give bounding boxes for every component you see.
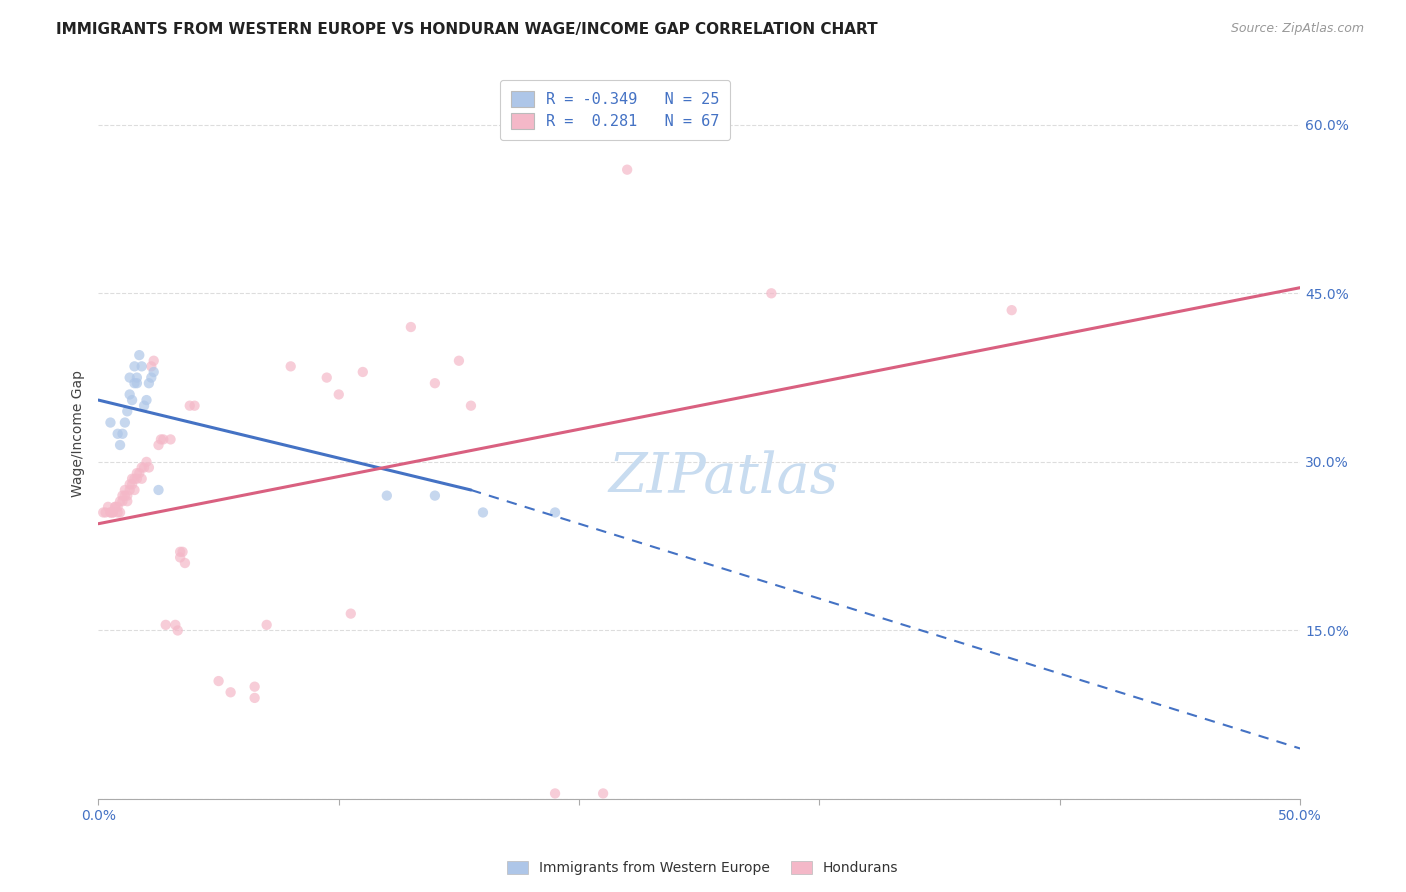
Point — [399, 320, 422, 334]
Point — [159, 433, 181, 447]
Point — [179, 399, 201, 413]
Point — [121, 472, 143, 486]
Point — [447, 353, 470, 368]
Point — [148, 483, 170, 497]
Point — [128, 466, 150, 480]
Point — [165, 618, 187, 632]
Point — [111, 426, 134, 441]
Text: ZIPatlas: ZIPatlas — [609, 450, 838, 505]
Point — [117, 404, 139, 418]
Point — [124, 483, 146, 497]
Point — [141, 370, 163, 384]
Point — [592, 787, 614, 801]
Point — [131, 359, 153, 374]
Point — [169, 550, 191, 565]
Point — [243, 680, 266, 694]
Point — [117, 494, 139, 508]
Point — [141, 359, 163, 374]
Point — [131, 460, 153, 475]
Point — [114, 483, 136, 497]
Point — [101, 506, 124, 520]
Point — [132, 460, 155, 475]
Point — [124, 472, 146, 486]
Point — [243, 690, 266, 705]
Point — [94, 506, 117, 520]
Point — [121, 393, 143, 408]
Point — [114, 489, 136, 503]
Point — [107, 506, 129, 520]
Point — [761, 286, 783, 301]
Point — [125, 466, 148, 480]
Text: IMMIGRANTS FROM WESTERN EUROPE VS HONDURAN WAGE/INCOME GAP CORRELATION CHART: IMMIGRANTS FROM WESTERN EUROPE VS HONDUR… — [56, 22, 877, 37]
Point — [107, 426, 129, 441]
Point — [423, 376, 446, 391]
Point — [97, 500, 120, 514]
Point — [132, 399, 155, 413]
Point — [118, 477, 141, 491]
Point — [460, 399, 482, 413]
Point — [219, 685, 242, 699]
Point — [108, 438, 131, 452]
Point — [114, 416, 136, 430]
Point — [100, 506, 122, 520]
Point — [135, 393, 157, 408]
Point — [131, 472, 153, 486]
Y-axis label: Wage/Income Gap: Wage/Income Gap — [72, 370, 86, 498]
Point — [125, 376, 148, 391]
Point — [124, 359, 146, 374]
Point — [544, 506, 567, 520]
Point — [207, 674, 229, 689]
Point — [339, 607, 361, 621]
Point — [138, 376, 160, 391]
Point — [125, 370, 148, 384]
Point — [125, 472, 148, 486]
Point — [256, 618, 278, 632]
Legend: R = -0.349   N = 25, R =  0.281   N = 67: R = -0.349 N = 25, R = 0.281 N = 67 — [501, 79, 730, 140]
Legend: Immigrants from Western Europe, Hondurans: Immigrants from Western Europe, Honduran… — [502, 855, 904, 880]
Point — [121, 477, 143, 491]
Point — [135, 455, 157, 469]
Point — [183, 399, 205, 413]
Point — [152, 433, 174, 447]
Point — [148, 438, 170, 452]
Point — [107, 500, 129, 514]
Point — [166, 624, 188, 638]
Point — [172, 545, 194, 559]
Point — [104, 500, 127, 514]
Point — [142, 365, 165, 379]
Point — [142, 353, 165, 368]
Point — [100, 506, 122, 520]
Point — [108, 506, 131, 520]
Point — [138, 460, 160, 475]
Point — [128, 348, 150, 362]
Point — [108, 494, 131, 508]
Point — [352, 365, 374, 379]
Point — [101, 506, 124, 520]
Point — [155, 618, 177, 632]
Point — [174, 556, 197, 570]
Point — [118, 387, 141, 401]
Point — [91, 506, 114, 520]
Point — [616, 162, 638, 177]
Point — [104, 500, 127, 514]
Point — [280, 359, 302, 374]
Point — [149, 433, 172, 447]
Text: Source: ZipAtlas.com: Source: ZipAtlas.com — [1230, 22, 1364, 36]
Point — [118, 483, 141, 497]
Point — [118, 370, 141, 384]
Point — [315, 370, 337, 384]
Point — [375, 489, 398, 503]
Point — [544, 787, 567, 801]
Point — [423, 489, 446, 503]
Point — [124, 376, 146, 391]
Point — [1001, 303, 1024, 318]
Point — [472, 506, 495, 520]
Point — [328, 387, 350, 401]
Point — [111, 489, 134, 503]
Point — [169, 545, 191, 559]
Point — [111, 494, 134, 508]
Point — [117, 489, 139, 503]
Point — [100, 416, 122, 430]
